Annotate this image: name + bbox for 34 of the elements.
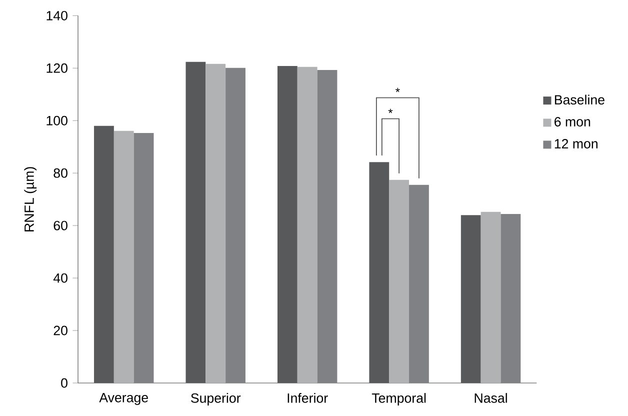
bar: [94, 126, 114, 383]
y-tick-label: 0: [61, 378, 68, 388]
annotation: *: [388, 108, 393, 114]
bar: [186, 62, 206, 383]
y-axis-title: RNFL (µm): [24, 167, 37, 232]
x-tick-label: Average: [99, 393, 148, 405]
bar: [226, 68, 246, 383]
y-tick-label: 120: [46, 63, 68, 73]
y-tick-label: 80: [54, 168, 68, 178]
bar: [206, 64, 226, 383]
bar: [480, 212, 501, 383]
bar: [297, 66, 318, 383]
annotation: *: [396, 88, 400, 92]
bar: [134, 132, 154, 383]
x-tick-label: Inferior: [288, 393, 328, 403]
bar: [500, 214, 521, 383]
y-tick-label: 20: [54, 326, 68, 336]
bar: [369, 162, 390, 383]
bar: [114, 130, 134, 383]
legend-label: Baseline: [554, 94, 604, 105]
x-tick-label: Superior: [191, 393, 241, 406]
bar: [317, 70, 338, 383]
bar: [460, 215, 481, 383]
y-tick-label: 60: [54, 220, 68, 230]
legend-label: 6 mon: [554, 117, 590, 126]
x-tick-label: Nasal: [474, 393, 507, 403]
y-tick-label: 140: [46, 10, 68, 20]
bar: [409, 184, 429, 383]
legend-label: 12 mon: [554, 139, 598, 148]
bar: [277, 66, 298, 383]
bar: [389, 180, 410, 383]
y-tick-label: 40: [53, 273, 68, 283]
x-tick-label: Temporal: [372, 393, 426, 406]
y-tick-label: 100: [46, 116, 68, 126]
